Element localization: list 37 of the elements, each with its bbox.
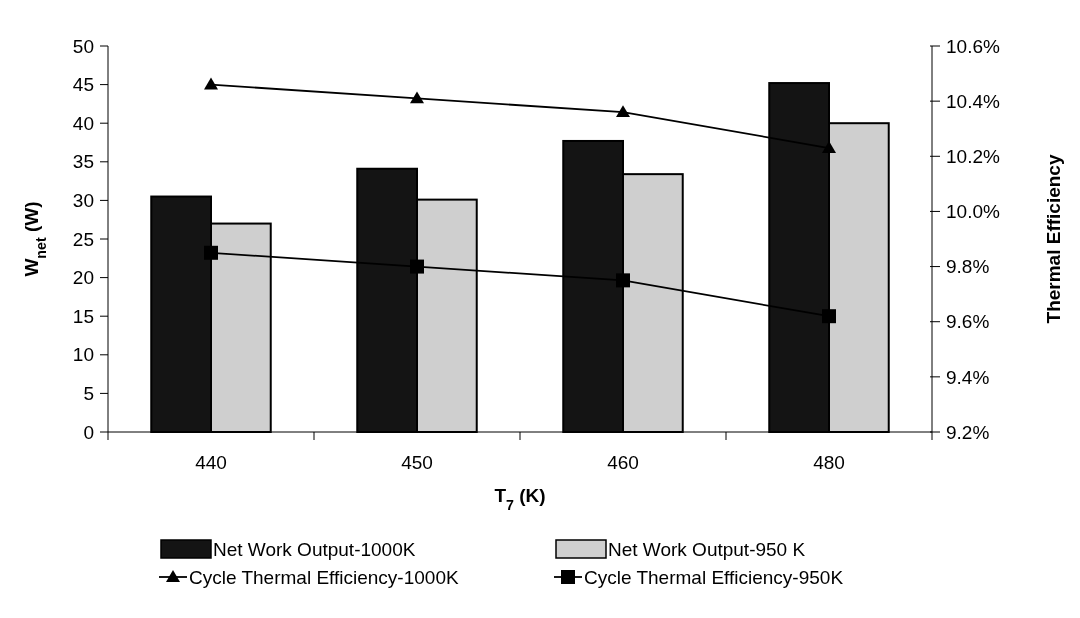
x-tick-label: 450 — [401, 451, 433, 473]
y2-tick-label: 9.4% — [946, 366, 990, 388]
point — [616, 273, 630, 288]
legend-label: Net Work Output-950 K — [608, 539, 806, 560]
y-tick-label: 0 — [83, 421, 94, 443]
x-tick-label: 480 — [813, 451, 845, 473]
point — [822, 309, 836, 324]
legend-label: Net Work Output-1000K — [213, 539, 416, 560]
point — [410, 91, 424, 104]
point — [822, 141, 836, 153]
legend-label: Cycle Thermal Efficiency-1000K — [189, 567, 459, 588]
y-tick-label: 40 — [72, 112, 94, 134]
y-tick-label: 10 — [72, 344, 94, 366]
y-tick-label: 35 — [72, 151, 94, 173]
y-tick-label: 45 — [72, 74, 94, 96]
x-tick-label: 440 — [195, 451, 227, 473]
y2-tick-label: 10.2% — [946, 145, 1000, 167]
y2-axis-title: Thermal Efficiency — [1043, 154, 1064, 324]
y2-tick-label: 9.8% — [946, 256, 990, 278]
point — [204, 77, 218, 90]
y2-tick-label: 10.6% — [946, 35, 1000, 57]
y-tick-label: 15 — [72, 305, 94, 327]
y-tick-label: 20 — [72, 267, 94, 289]
y2-tick-label: 9.2% — [946, 421, 990, 443]
point — [204, 245, 218, 260]
y2-tick-label: 9.6% — [946, 311, 990, 333]
y-tick-label: 25 — [72, 228, 94, 250]
y-tick-label: 5 — [83, 383, 94, 405]
point — [616, 105, 630, 118]
y-tick-label: 50 — [72, 35, 94, 57]
point — [410, 259, 424, 274]
y2-tick-label: 10.4% — [946, 90, 1000, 112]
legend-label: Cycle Thermal Efficiency-950K — [584, 567, 844, 588]
x-axis-title: T$_{7}$ (K) — [494, 485, 546, 513]
y2-tick-label: 10.0% — [946, 201, 1000, 223]
x-tick-label: 460 — [607, 451, 639, 473]
y-tick-label: 30 — [72, 190, 94, 212]
